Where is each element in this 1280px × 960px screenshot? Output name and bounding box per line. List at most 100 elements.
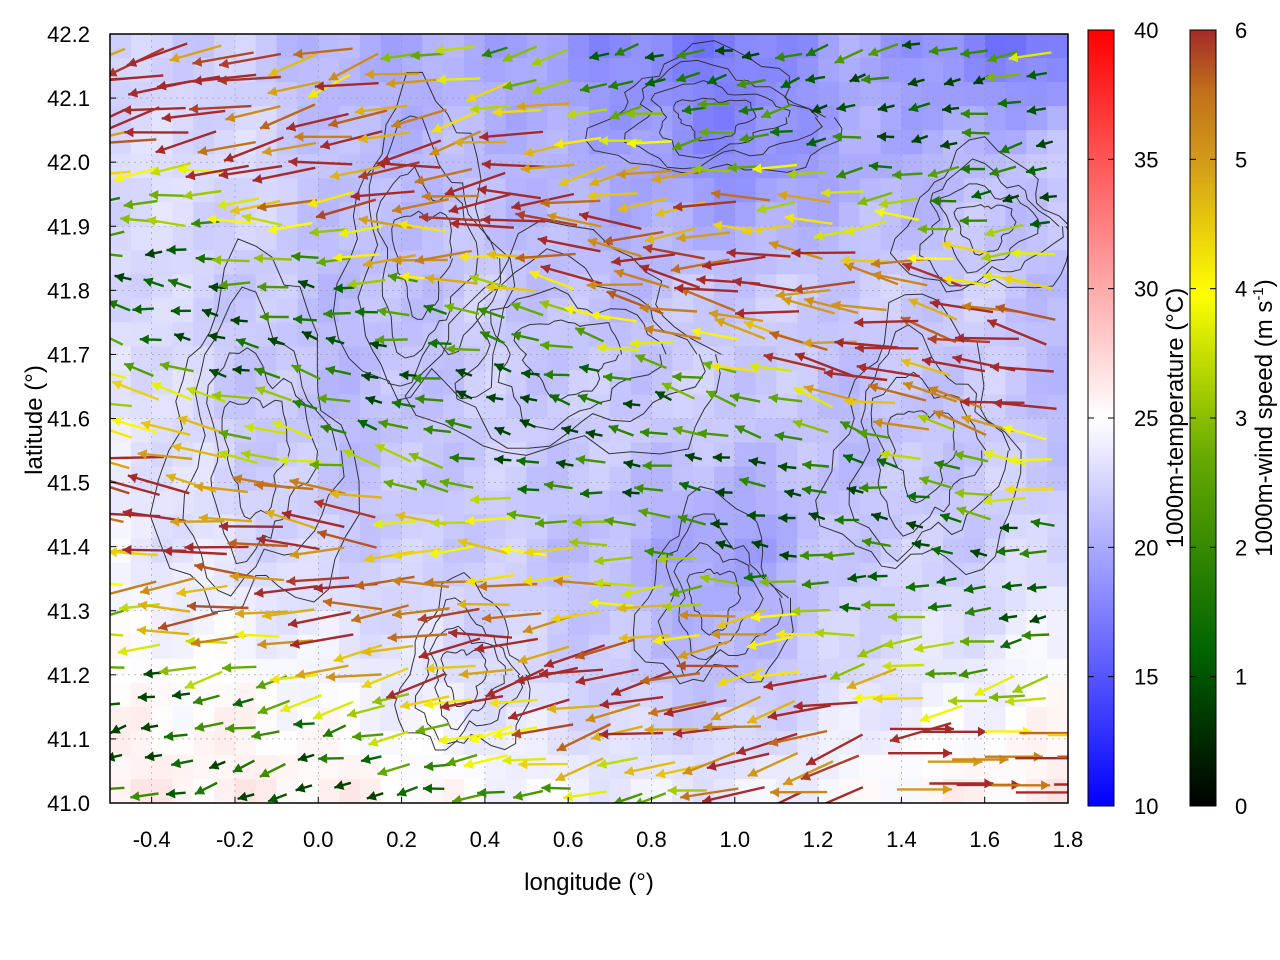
wind-vector-head xyxy=(678,610,688,621)
wind-vector-head xyxy=(328,118,339,128)
wind-vector-head xyxy=(655,768,666,779)
wind-vector-head xyxy=(523,547,534,557)
wind-vector-head xyxy=(280,703,291,713)
heatmap-cell xyxy=(589,514,611,540)
wind-vector-head xyxy=(139,334,149,345)
wind-vector-head xyxy=(587,237,598,248)
wind-vector-shaft xyxy=(197,140,257,154)
wind-vector-head xyxy=(399,370,409,381)
heatmap-cell xyxy=(1047,706,1068,732)
heatmap-cell xyxy=(714,154,736,179)
wind-vector-shaft xyxy=(902,381,958,403)
wind-vector-shaft xyxy=(932,409,987,437)
heatmap-cell xyxy=(901,322,923,347)
heatmap-cell xyxy=(214,226,236,251)
heatmap-cell xyxy=(1026,586,1048,612)
heatmap-cell xyxy=(297,586,319,612)
heatmap-cell xyxy=(859,82,882,107)
heatmap-cell xyxy=(589,82,611,107)
heatmap-cell xyxy=(901,586,923,612)
wind-vector-head xyxy=(738,105,749,116)
heatmap-cell xyxy=(484,394,507,420)
wind-vector-head xyxy=(395,511,406,522)
contour-line xyxy=(429,625,507,731)
wind-vector-shaft xyxy=(139,576,196,594)
wind-vector-head xyxy=(194,482,204,492)
heatmap-cell xyxy=(922,466,944,492)
heatmap-cell xyxy=(255,346,278,371)
wind-vector-shaft xyxy=(110,786,125,791)
y-tick-label: 41.9 xyxy=(47,214,90,239)
wind-vector-head xyxy=(453,137,463,148)
heatmap-cell xyxy=(276,178,298,203)
wind-vector-shaft xyxy=(507,698,570,720)
heatmap-cell xyxy=(693,226,715,251)
wind-vector-head xyxy=(78,451,88,461)
wind-vector-head xyxy=(257,705,268,715)
wind-vector-shaft xyxy=(682,751,736,775)
heatmap-cell xyxy=(193,82,215,107)
heatmap-cell xyxy=(609,322,632,347)
heatmap-cell xyxy=(151,610,174,636)
heatmap-cell xyxy=(443,346,465,371)
wind-vector-shaft xyxy=(803,385,857,402)
wind-vector-head xyxy=(430,518,440,528)
heatmap-cell xyxy=(401,754,423,780)
wind-vector-head xyxy=(159,665,169,676)
wind-vector-shaft xyxy=(520,163,575,171)
wind-vector-head xyxy=(494,454,504,465)
wind-vector-shaft xyxy=(110,372,127,380)
heatmap-cell xyxy=(1026,706,1048,732)
wind-vector-shaft xyxy=(636,792,667,803)
heatmap-cell xyxy=(1026,634,1048,660)
heatmap-cell xyxy=(255,226,278,251)
wind-vector-head xyxy=(609,110,620,120)
wind-vector-head xyxy=(113,172,124,183)
heatmap-cell xyxy=(943,154,965,179)
wind-vector-head xyxy=(1030,518,1041,528)
wind-vector-head xyxy=(726,248,736,258)
wind-vector-head xyxy=(623,459,634,470)
heatmap-cell xyxy=(359,466,382,492)
heatmap-cell xyxy=(214,130,236,155)
wind-vector-shaft xyxy=(701,786,765,803)
wind-vector-head xyxy=(177,415,188,425)
wind-vector-head xyxy=(254,367,265,377)
heatmap-cell xyxy=(422,58,444,83)
wind-vector-head xyxy=(580,83,590,94)
heatmap-cell xyxy=(151,322,174,347)
heatmap-cell xyxy=(568,58,590,83)
wind-vector-head xyxy=(836,102,847,112)
wind-vector-head xyxy=(868,47,879,57)
heatmap-cell xyxy=(130,562,153,588)
wind-vector-head xyxy=(888,612,898,623)
wind-vector-head xyxy=(288,156,298,167)
heatmap-cell xyxy=(1047,610,1068,636)
wind-vector-head xyxy=(639,303,649,314)
heatmap-cell xyxy=(130,370,153,395)
heatmap-cell xyxy=(922,226,944,251)
wind-vector-head xyxy=(235,629,245,640)
colorbar-tick-label: 6 xyxy=(1235,18,1247,43)
heatmap-cell xyxy=(339,394,361,420)
wind-vector-head xyxy=(254,253,264,264)
heatmap-cell xyxy=(359,779,382,803)
wind-vector-head xyxy=(481,159,491,170)
heatmap-cell xyxy=(693,730,715,756)
wind-vector-shaft xyxy=(574,638,634,659)
heatmap-cell xyxy=(859,442,882,468)
wind-vector-head xyxy=(293,719,303,729)
heatmap-cell xyxy=(339,610,361,636)
wind-vector-head xyxy=(110,547,118,558)
heatmap-cell xyxy=(859,730,882,756)
heatmap-cell xyxy=(1005,370,1027,395)
heatmap-cell xyxy=(818,634,840,660)
contour-line xyxy=(953,204,1017,256)
wind-vector-shaft xyxy=(710,695,762,721)
wind-vector-head xyxy=(941,240,951,251)
heatmap-cell xyxy=(984,706,1007,732)
wind-vector-head xyxy=(309,459,319,470)
wind-vector-head xyxy=(295,782,306,793)
wind-vector-shaft xyxy=(256,199,317,210)
wind-vector-head xyxy=(477,185,488,196)
